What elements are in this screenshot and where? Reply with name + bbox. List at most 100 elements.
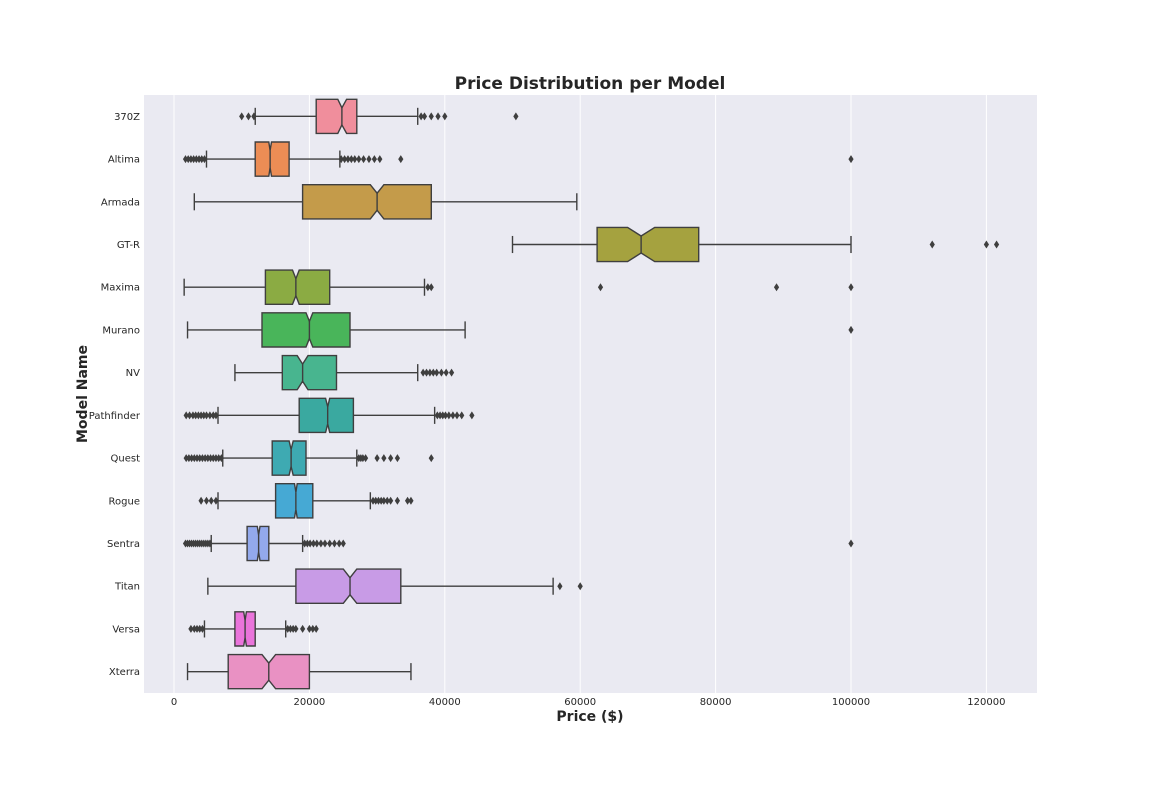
outlier-point xyxy=(459,411,465,420)
outlier-point xyxy=(251,112,257,121)
outlier-point xyxy=(356,155,362,164)
box-armada xyxy=(193,183,578,220)
box-370z xyxy=(239,98,519,135)
outlier-point xyxy=(388,496,394,505)
outlier-point xyxy=(442,411,449,420)
outlier-point xyxy=(194,624,200,633)
box-murano xyxy=(186,312,854,348)
box-body xyxy=(264,269,331,305)
outlier-point xyxy=(340,539,346,548)
outlier-point xyxy=(469,411,475,420)
x-tick-label: 120000 xyxy=(967,697,1005,708)
chart-title: Price Distribution per Model xyxy=(455,74,726,94)
outlier-point xyxy=(195,411,201,420)
y-tick-label: Versa xyxy=(112,624,140,635)
outlier-point xyxy=(423,368,430,377)
outlier-point xyxy=(929,240,935,249)
outlier-point xyxy=(438,368,445,377)
outlier-point xyxy=(370,496,376,505)
outlier-point xyxy=(300,624,306,633)
outlier-point xyxy=(188,155,194,164)
box-versa xyxy=(188,611,319,647)
box-body xyxy=(274,483,314,519)
outlier-point xyxy=(440,411,446,420)
outlier-point xyxy=(310,624,316,633)
outlier-point xyxy=(304,539,310,548)
outlier-point xyxy=(313,624,319,633)
outlier-point xyxy=(193,411,199,420)
outlier-point xyxy=(398,155,404,164)
outlier-point xyxy=(327,539,333,548)
outlier-point xyxy=(513,112,519,121)
outlier-point xyxy=(848,283,854,292)
outlier-point xyxy=(448,368,455,377)
outlier-point xyxy=(290,624,296,633)
outlier-point xyxy=(197,454,203,463)
outlier-point xyxy=(202,454,208,463)
outlier-point xyxy=(375,496,382,505)
outlier-point xyxy=(428,112,434,121)
outlier-point xyxy=(190,411,196,420)
y-tick-label: NV xyxy=(126,368,140,379)
outlier-point xyxy=(394,454,401,463)
box-pathfinder xyxy=(183,397,475,434)
outlier-point xyxy=(208,496,214,505)
outlier-point xyxy=(434,368,440,377)
y-tick-label: Pathfinder xyxy=(89,411,141,422)
outlier-point xyxy=(207,454,214,463)
outlier-point xyxy=(307,539,313,548)
outlier-point xyxy=(201,155,208,164)
outlier-point xyxy=(207,539,213,548)
outlier-point xyxy=(188,624,194,633)
outlier-point xyxy=(194,454,200,463)
box-body xyxy=(596,226,700,263)
outlier-point xyxy=(442,112,448,121)
outlier-point xyxy=(239,112,245,121)
outlier-point xyxy=(366,155,372,164)
outlier-point xyxy=(183,411,189,420)
outlier-point xyxy=(993,240,1000,249)
y-tick-label: Murano xyxy=(102,325,140,336)
outlier-point xyxy=(216,454,222,463)
outlier-point xyxy=(203,411,210,420)
outlier-point xyxy=(430,368,436,377)
outlier-point xyxy=(848,539,854,548)
outlier-point xyxy=(434,411,440,420)
outlier-point xyxy=(443,368,449,377)
outlier-point xyxy=(373,496,379,505)
y-tick-label: Rogue xyxy=(109,496,140,507)
outlier-point xyxy=(388,454,394,463)
outlier-point xyxy=(360,155,367,164)
box-quest xyxy=(183,440,434,476)
y-tick-label: Altima xyxy=(108,155,140,166)
outlier-point xyxy=(437,411,443,420)
boxes-group xyxy=(182,98,1000,690)
outlier-point xyxy=(182,155,189,164)
outlier-point xyxy=(207,411,213,420)
box-sentra xyxy=(182,525,854,562)
outlier-point xyxy=(213,454,219,463)
outlier-point xyxy=(186,454,192,463)
y-tick-label: 370Z xyxy=(114,112,140,123)
outlier-point xyxy=(314,539,320,548)
outlier-point xyxy=(189,454,195,463)
box-rogue xyxy=(198,483,414,519)
outlier-point xyxy=(201,411,207,420)
outlier-point xyxy=(186,411,193,420)
outlier-point xyxy=(210,454,216,463)
box-body xyxy=(301,183,432,220)
outlier-point xyxy=(352,155,358,164)
outlier-point xyxy=(318,539,324,548)
outlier-point xyxy=(285,624,291,633)
box-xterra xyxy=(186,653,412,690)
outlier-point xyxy=(293,624,299,633)
outlier-point xyxy=(428,283,434,292)
outlier-point xyxy=(428,454,434,463)
outlier-point xyxy=(557,582,563,591)
outlier-point xyxy=(213,411,219,420)
y-tick-label: Sentra xyxy=(107,539,140,550)
outlier-point xyxy=(983,240,989,249)
y-tick-label: Titan xyxy=(114,582,140,593)
box-body xyxy=(298,397,355,434)
outlier-point xyxy=(287,624,294,633)
